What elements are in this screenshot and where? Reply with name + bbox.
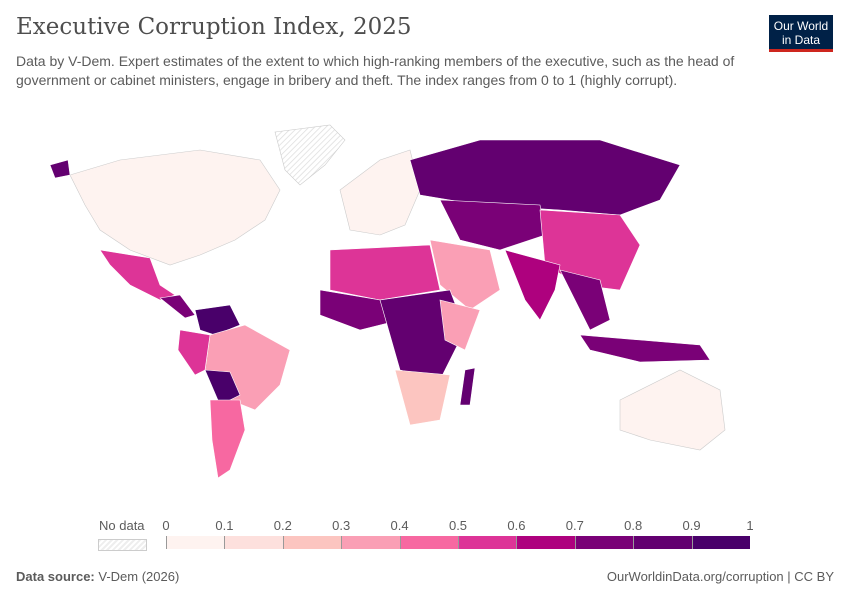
region-north-america[interactable]: [69, 149, 281, 266]
region-peru[interactable]: [177, 329, 211, 376]
legend-tick: 0.3: [332, 518, 351, 533]
region-middle-east[interactable]: [429, 239, 501, 311]
region-central-asia[interactable]: [439, 199, 546, 251]
legend-tick: 0.8: [624, 518, 643, 533]
source-link[interactable]: OurWorldinData.org/corruption | CC BY: [606, 569, 834, 584]
legend-tick: 0.6: [507, 518, 526, 533]
region-india[interactable]: [504, 249, 561, 321]
legend-bin[interactable]: [224, 536, 283, 549]
legend-bin[interactable]: [166, 536, 225, 549]
source-label: Data source:: [16, 569, 95, 584]
color-legend: No data 0 0.1 0.2 0.3 0.4 0.5 0.6 0.7 0.8 0.9 1: [0, 518, 850, 558]
region-europe[interactable]: [339, 149, 421, 236]
chart-title: Executive Corruption Index, 2025: [16, 14, 412, 40]
region-madagascar[interactable]: [459, 367, 476, 406]
legend-tick: 0.5: [448, 518, 468, 533]
region-southeast-asia[interactable]: [559, 269, 611, 331]
world-map[interactable]: [0, 120, 850, 510]
region-southern-africa[interactable]: [394, 369, 451, 426]
source-value: V-Dem (2026): [98, 569, 180, 584]
region-north-africa[interactable]: [329, 244, 441, 301]
region-east-africa[interactable]: [439, 299, 481, 351]
legend-bin[interactable]: [633, 536, 692, 549]
legend-bin[interactable]: [399, 536, 458, 549]
legend-tick: 0.4: [390, 518, 409, 533]
region-australia[interactable]: [619, 369, 726, 451]
no-data-label: No data: [99, 518, 145, 533]
region-greenland[interactable]: [274, 124, 346, 186]
legend-tick: 0.9: [682, 518, 701, 533]
region-alaska[interactable]: [49, 159, 71, 179]
data-source: Data source: V-Dem (2026): [16, 569, 179, 584]
region-bolivia[interactable]: [204, 369, 241, 406]
legend-tick: 1: [746, 518, 754, 533]
legend-bin[interactable]: [691, 536, 750, 549]
region-central-america[interactable]: [159, 294, 196, 319]
region-russia[interactable]: [409, 139, 681, 216]
region-indonesia[interactable]: [579, 334, 711, 363]
legend-bin[interactable]: [458, 536, 517, 549]
legend-tick: 0: [162, 518, 170, 533]
legend-bin[interactable]: [574, 536, 634, 549]
legend-tick: 0.7: [565, 518, 584, 533]
chart-subtitle: Data by V-Dem. Expert estimates of the e…: [16, 53, 735, 88]
legend-tick: 0.1: [215, 518, 234, 533]
legend-bin[interactable]: [341, 536, 400, 549]
no-data-swatch: [98, 539, 147, 551]
legend-bin[interactable]: [516, 536, 575, 549]
region-argentina[interactable]: [209, 399, 246, 479]
legend-bin[interactable]: [282, 536, 342, 549]
legend-tick: 0.2: [273, 518, 292, 533]
owid-logo[interactable]: Our World in Data: [769, 15, 833, 52]
